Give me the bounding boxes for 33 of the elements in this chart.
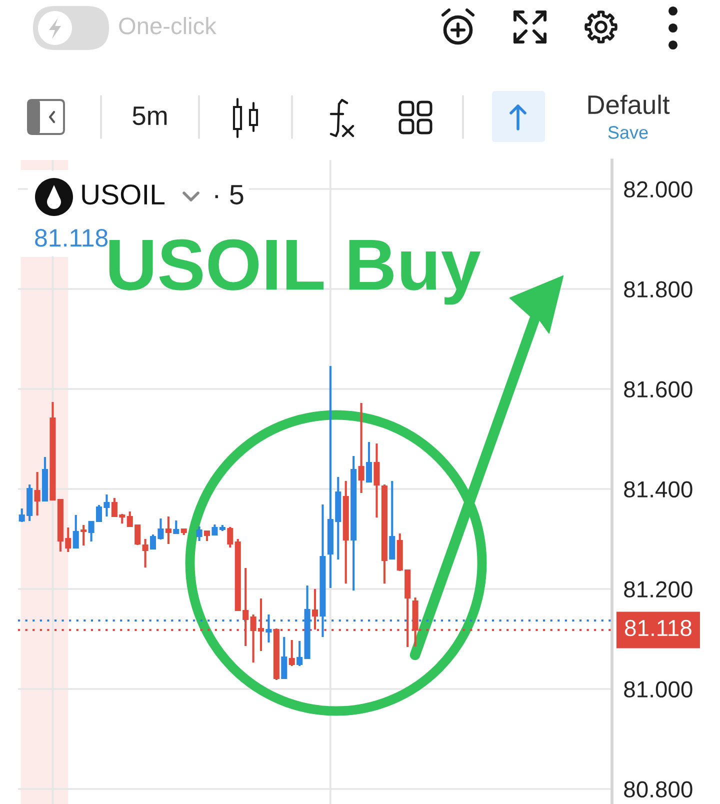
candlestick [227, 526, 234, 549]
candlestick [374, 442, 380, 519]
y-tick-label: 82.000 [624, 181, 692, 198]
text: Save [608, 126, 648, 139]
candlestick [196, 525, 202, 542]
annotation: USOIL [82, 184, 164, 205]
text: One-click [119, 16, 216, 34]
y-tick-label: 81.600 [624, 381, 692, 398]
y-tick-label: 81.000 [624, 681, 692, 698]
candlestick [288, 638, 295, 668]
text: Default [588, 94, 670, 114]
y-tick-label: 81.200 [624, 581, 692, 598]
ref-line-label: 81.118 [624, 620, 692, 636]
candlestick [281, 636, 288, 680]
text: 5m [132, 106, 167, 126]
y-tick-label: 81.800 [624, 281, 692, 298]
candlestick [142, 538, 148, 569]
candlestick [389, 480, 396, 560]
candlestick [72, 514, 79, 550]
annotation: USOIL Buy [109, 239, 481, 305]
y-tick-label: 81.400 [624, 481, 692, 498]
candlestick [296, 640, 303, 668]
candlestick [212, 523, 218, 536]
y-tick-label: 80.800 [624, 781, 692, 798]
candlestick [204, 529, 210, 542]
candlestick [358, 402, 364, 494]
candlestick [80, 524, 87, 547]
candlestick [34, 470, 40, 517]
candlestick [366, 440, 372, 484]
annotation: · 5 [215, 185, 244, 204]
candlestick [165, 515, 172, 546]
candlestick [173, 519, 180, 535]
annotation: 81.118 [35, 229, 108, 247]
